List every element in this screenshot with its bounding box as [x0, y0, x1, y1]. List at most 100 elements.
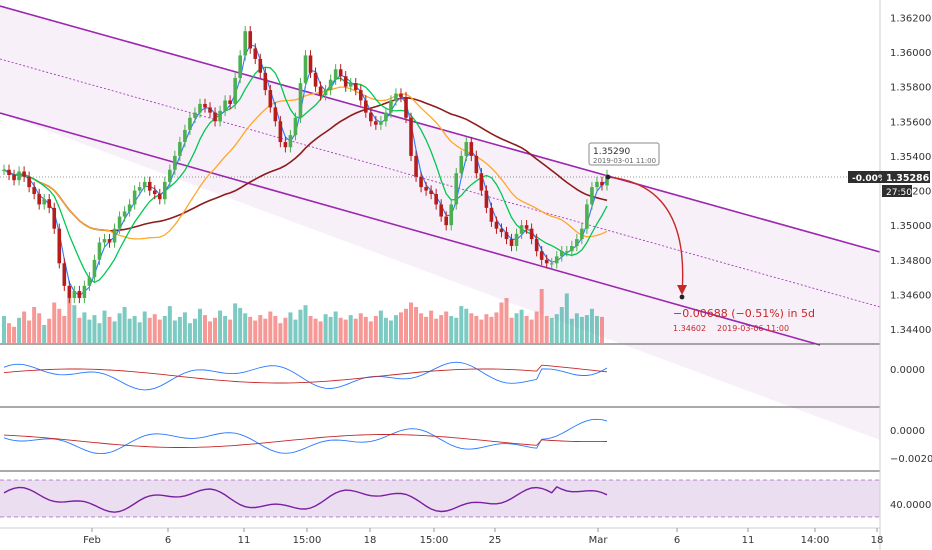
candle-body — [439, 204, 443, 217]
projection-curve — [607, 176, 684, 294]
volume-bar — [12, 326, 17, 343]
countdown-badge — [882, 185, 912, 197]
volume-bar — [459, 306, 464, 343]
time-tick-label: 11 — [238, 535, 251, 546]
time-tick-label: 18 — [871, 535, 884, 546]
volume-bar — [57, 308, 62, 343]
volume-bar — [569, 318, 574, 343]
volume-bar — [564, 293, 569, 343]
candle-body — [248, 31, 253, 49]
candle-body — [449, 204, 454, 226]
candle-body — [504, 232, 509, 240]
volume-bar — [77, 317, 82, 343]
volume-bar — [429, 310, 434, 343]
projection-layer — [605, 174, 687, 300]
projection-target-date: 2019-03-06 11:00 — [717, 324, 789, 333]
volume-bar — [363, 316, 368, 343]
price-axis[interactable]: 0.0000 0.0000 −0.0020 40.0000 1.36200 1.36000… — [890, 13, 932, 511]
candle-body — [429, 190, 433, 195]
time-axis[interactable]: Feb 6 11 15:00 18 15:00 25 Mar 6 11 14:00 18 — [83, 528, 883, 546]
candle-body — [374, 121, 378, 125]
candle-body — [268, 90, 273, 108]
volume-bar — [248, 316, 253, 343]
volume-bar — [223, 316, 228, 343]
volume-bar — [373, 316, 378, 343]
indicator-tick-label: 0.0000 — [890, 426, 925, 437]
volume-bar — [479, 319, 484, 343]
price-tick-label: 1.35400 — [890, 152, 931, 163]
candle-body — [12, 174, 16, 181]
candle-body — [223, 100, 227, 111]
projection-info: 1.35290 2019-03-01 11:00 −0.00688 (−0.51… — [588, 142, 815, 333]
volume-bar — [514, 313, 519, 343]
candle-body — [419, 176, 423, 188]
volume-bar — [208, 321, 213, 343]
candle-body — [484, 190, 489, 208]
candle-body — [147, 181, 152, 191]
candle-body — [434, 194, 438, 205]
candle-body — [605, 174, 609, 186]
volume-bar — [328, 316, 333, 343]
candle-body — [389, 100, 393, 113]
candle-body — [600, 181, 604, 186]
candle-body — [549, 263, 554, 265]
candle-body — [228, 100, 232, 104]
candle-body — [87, 277, 92, 286]
volume-bar — [444, 311, 449, 343]
candle-body — [580, 228, 584, 240]
channel-mid-line — [0, 58, 881, 308]
indicator-tick-label: 0.0000 — [890, 365, 925, 376]
volume-bar — [263, 318, 268, 343]
volume-bar — [162, 316, 167, 343]
candle-body — [263, 72, 268, 91]
rsi-line — [3, 486, 608, 513]
oscillator2-signal-line — [3, 434, 608, 448]
candle-body — [404, 97, 408, 118]
start-date: 2019-03-01 11:00 — [593, 157, 656, 165]
candle-body — [163, 181, 167, 200]
volume-bar — [228, 319, 233, 343]
volume-bar — [469, 313, 474, 343]
price-tick-label: 1.36000 — [890, 48, 931, 59]
time-tick-label: Feb — [83, 535, 101, 546]
volume-bar — [383, 317, 388, 343]
candle-body — [213, 112, 217, 122]
volume-bar — [343, 319, 348, 343]
volume-bar — [152, 314, 157, 343]
price-tick-label: 1.35000 — [890, 221, 931, 232]
projection-change: −0.00688 (−0.51%) in 5d — [673, 307, 815, 320]
projection-target-price: 1.34602 — [673, 324, 706, 333]
volume-bar — [358, 313, 363, 343]
volume-bar — [494, 312, 499, 343]
time-tick-label: 6 — [674, 535, 680, 546]
volume-bar — [524, 316, 529, 343]
change-badge — [848, 171, 882, 183]
candle-body — [152, 190, 157, 195]
volume-bar — [2, 316, 6, 343]
candle-body — [575, 239, 579, 246]
volume-bar — [32, 307, 37, 343]
volume-bar — [117, 313, 122, 343]
candle-body — [298, 83, 303, 118]
volume-bar — [238, 307, 243, 343]
candle-body — [102, 239, 107, 243]
volume-bar — [213, 317, 218, 343]
candle-body — [323, 90, 328, 96]
volume-bar — [313, 318, 318, 343]
last-price-group: -0.00% 1.35286 27:50 — [848, 171, 930, 198]
volume-bar — [37, 313, 42, 343]
oscillator1-line — [3, 361, 608, 391]
candle-body — [188, 117, 192, 130]
candle-body — [32, 187, 36, 195]
candle-body — [409, 117, 413, 156]
volume-bar — [67, 298, 72, 343]
start-tooltip — [588, 142, 660, 166]
candle-body — [489, 207, 494, 222]
volume-bar — [132, 316, 137, 343]
price-tick-label: 1.34600 — [890, 291, 931, 302]
candle-body — [313, 72, 318, 87]
candle-body — [208, 107, 212, 113]
candle-body — [499, 228, 504, 233]
candle-body — [27, 176, 31, 188]
candle-body — [168, 169, 172, 182]
